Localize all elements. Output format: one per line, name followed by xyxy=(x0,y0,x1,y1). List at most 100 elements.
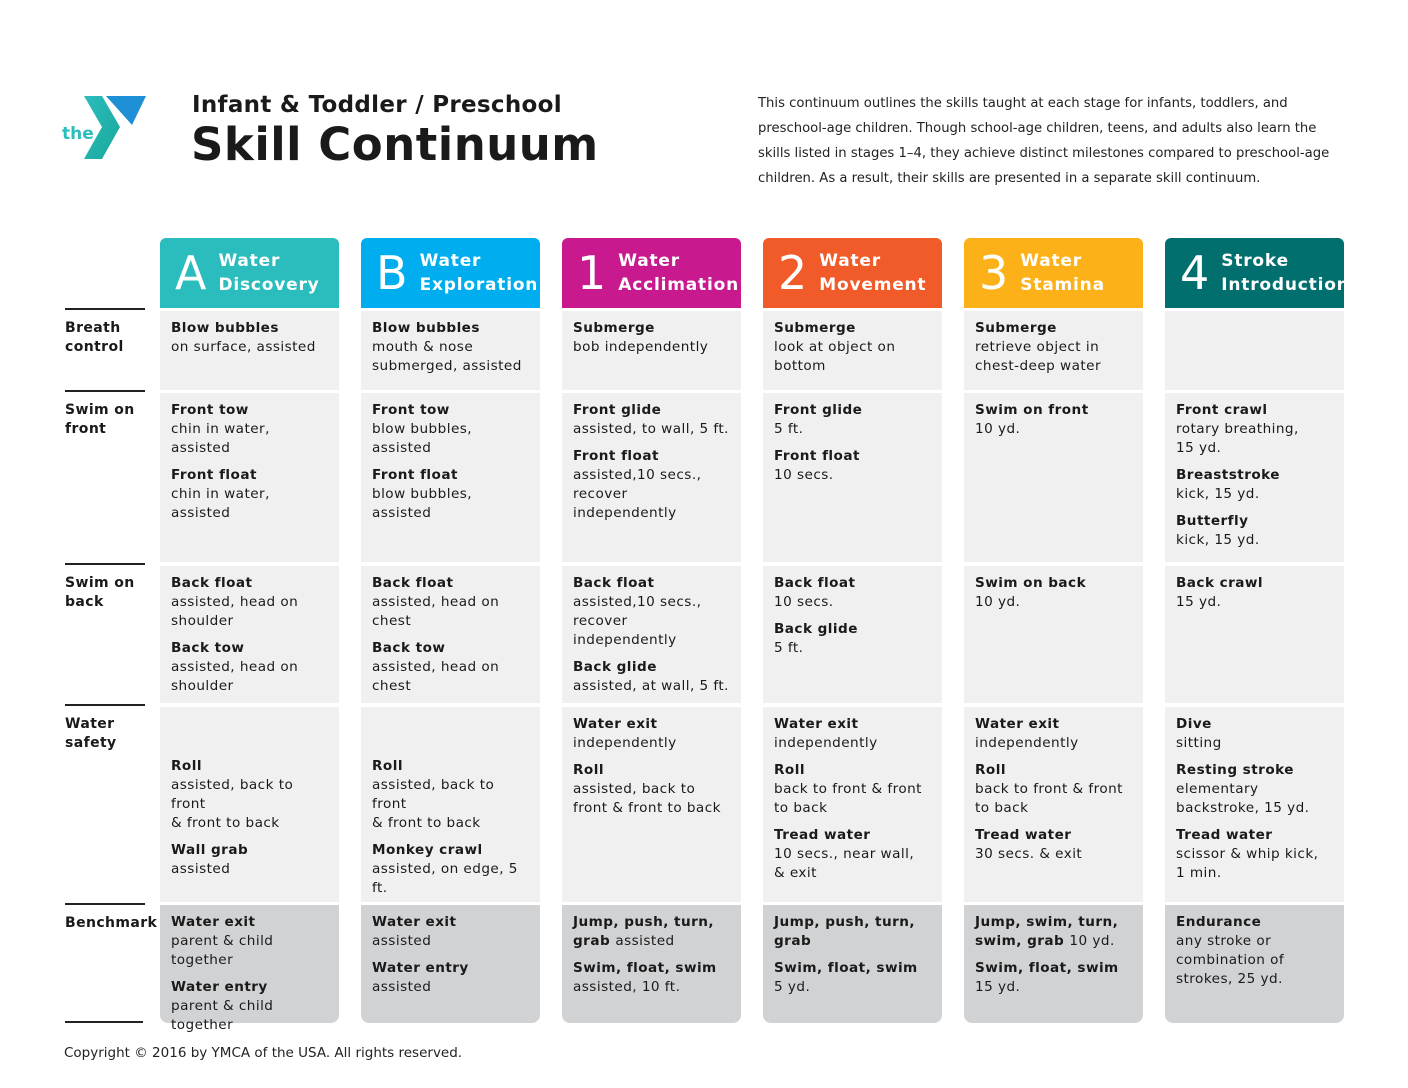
skill-item: Back float 10 secs. xyxy=(774,574,931,612)
skill-detail: assisted, back to front & front to back xyxy=(171,777,294,831)
stage-letter: 3 xyxy=(979,246,1009,300)
skill-name: Back glide xyxy=(774,621,858,637)
skill-item: Front float blow bubbles, assisted xyxy=(372,466,529,523)
skill-item: Roll back to front & front to back xyxy=(774,761,931,818)
skill-name: Jump, swim, turn, swim, grab 10 yd. xyxy=(975,914,1119,949)
skill-cell: Jump, push, turn, grab assisted Swim, flo… xyxy=(562,905,741,1023)
skill-item: Submerge look at object on bottom xyxy=(774,319,931,376)
row-divider xyxy=(65,1021,143,1023)
skill-detail: 15 yd. xyxy=(1176,594,1222,610)
skill-detail: assisted, on edge, 5 ft. xyxy=(372,861,518,896)
skill-cell: Blow bubbles mouth & nose submerged, assi… xyxy=(361,311,540,390)
skill-detail: chin in water, assisted xyxy=(171,486,270,521)
copyright: Copyright © 2016 by YMCA of the USA. All… xyxy=(64,1045,463,1061)
skill-name: Water exit xyxy=(372,914,457,930)
skill-detail: assisted, head on chest xyxy=(372,659,500,694)
skill-item: Water exit independently xyxy=(975,715,1132,753)
skill-name: Roll xyxy=(171,758,202,774)
skill-detail: assisted,10 secs., recover independently xyxy=(573,467,702,521)
skill-name: Swim, float, swim xyxy=(774,960,918,976)
stage-name-line1: Stroke xyxy=(1221,251,1289,271)
skill-item: Tread water 30 secs. & exit xyxy=(975,826,1132,864)
skill-detail: 5 yd. xyxy=(774,979,811,995)
stage-name-line1: Water xyxy=(618,251,680,271)
skill-name: Roll xyxy=(975,762,1006,778)
skill-name: Tread water xyxy=(1176,827,1273,843)
skill-item: Monkey crawl assisted, on edge, 5 ft. xyxy=(372,841,529,898)
stage-letter: A xyxy=(175,246,207,300)
skill-detail: 10 yd. xyxy=(975,421,1021,437)
stage-name-line2: Stamina xyxy=(1020,275,1105,295)
skill-cell: Water exit independently Roll back to front… xyxy=(763,707,942,902)
skill-detail: parent & child together xyxy=(171,998,274,1033)
skill-name: Front float xyxy=(774,448,860,464)
skill-item: Roll assisted, back to front & front to b… xyxy=(171,757,328,833)
stage-header: 3 Water Stamina xyxy=(964,238,1143,308)
svg-text:the: the xyxy=(62,124,94,144)
skill-detail: 10 secs. xyxy=(774,594,834,610)
skill-detail: back to front & front to back xyxy=(975,781,1123,816)
skill-name: Water exit xyxy=(975,716,1060,732)
row-label: Swim on back xyxy=(65,563,145,612)
skill-detail: retrieve object in chest-deep water xyxy=(975,339,1102,374)
skill-detail: 10 yd. xyxy=(1069,933,1115,949)
skill-cell: Submerge retrieve object in chest-deep wa… xyxy=(964,311,1143,390)
stage-name-line1: Water xyxy=(1020,251,1082,271)
skill-cell xyxy=(1165,311,1344,390)
row-label: Benchmark xyxy=(65,903,157,933)
skill-name: Swim on back xyxy=(975,575,1087,591)
skill-item: Front float 10 secs. xyxy=(774,447,931,485)
row-label: Water safety xyxy=(65,704,145,753)
skill-item: Back float assisted, head on shoulder xyxy=(171,574,328,631)
stage-letter: B xyxy=(376,246,408,300)
skill-cell: Front glide 5 ft. Front float 10 secs. xyxy=(763,393,942,562)
row-label: Swim on front xyxy=(65,390,145,439)
skill-detail: parent & child together xyxy=(171,933,274,968)
skill-detail: 15 yd. xyxy=(975,979,1021,995)
ymca-logo: the xyxy=(62,95,152,161)
skill-item: Front float assisted,10 secs., recover in… xyxy=(573,447,730,523)
skill-item: Back tow assisted, head on chest xyxy=(372,639,529,696)
skill-name: Blow bubbles xyxy=(372,320,480,336)
skill-item: Roll assisted, back to front & front to b… xyxy=(372,757,529,833)
skill-item: Jump, swim, turn, swim, grab 10 yd. xyxy=(975,913,1132,951)
skill-name: Water entry xyxy=(372,960,469,976)
skill-item: Back float assisted,10 secs., recover ind… xyxy=(573,574,730,650)
skill-cell: Back float 10 secs. Back glide 5 ft. xyxy=(763,566,942,703)
skill-detail: assisted, to wall, 5 ft. xyxy=(573,421,729,437)
skill-detail: assisted, back to front & front to back xyxy=(573,781,721,816)
skill-name: Front glide xyxy=(774,402,863,418)
skill-detail: elementary backstroke, 15 yd. xyxy=(1176,781,1310,816)
stage-name-line1: Water xyxy=(419,251,482,271)
skill-item: Back glide 5 ft. xyxy=(774,620,931,658)
skill-item: Back tow assisted, head on shoulder xyxy=(171,639,328,696)
skill-cell: Swim on front 10 yd. xyxy=(964,393,1143,562)
skill-item: Front glide 5 ft. xyxy=(774,401,931,439)
skill-detail: independently xyxy=(975,735,1079,751)
skill-name: Swim on front xyxy=(975,402,1089,418)
skill-item: Swim on back 10 yd. xyxy=(975,574,1132,612)
stage-letter: 1 xyxy=(577,246,607,300)
skill-cell: Roll assisted, back to front & front to b… xyxy=(361,707,540,902)
skill-item: Water entry parent & child together xyxy=(171,978,328,1035)
skill-item: Water exit independently xyxy=(573,715,730,753)
stage-name-line1: Water xyxy=(218,251,281,271)
skill-item: Front crawl rotary breathing, 15 yd. xyxy=(1176,401,1333,458)
skill-item: Dive sitting xyxy=(1176,715,1333,753)
stage-name-line2: Exploration xyxy=(419,275,539,295)
skill-item: Breaststroke kick, 15 yd. xyxy=(1176,466,1333,504)
skill-name: Roll xyxy=(774,762,805,778)
page-subtitle: Infant & Toddler / Preschool xyxy=(192,92,562,118)
stage-header: B Water Exploration xyxy=(361,238,540,308)
stage-header: 2 Water Movement xyxy=(763,238,942,308)
skill-item: Swim, float, swim 5 yd. xyxy=(774,959,931,997)
skill-name: Dive xyxy=(1176,716,1212,732)
skill-item: Tread water 10 secs., near wall, & exit xyxy=(774,826,931,883)
skill-name: Front float xyxy=(171,467,257,483)
skill-name: Front crawl xyxy=(1176,402,1268,418)
skill-name: Back tow xyxy=(171,640,245,656)
skill-item: Butterfly kick, 15 yd. xyxy=(1176,512,1333,550)
page-title: Skill Continuum xyxy=(191,118,599,171)
skill-detail: kick, 15 yd. xyxy=(1176,532,1260,548)
skill-detail: 5 ft. xyxy=(774,421,804,437)
